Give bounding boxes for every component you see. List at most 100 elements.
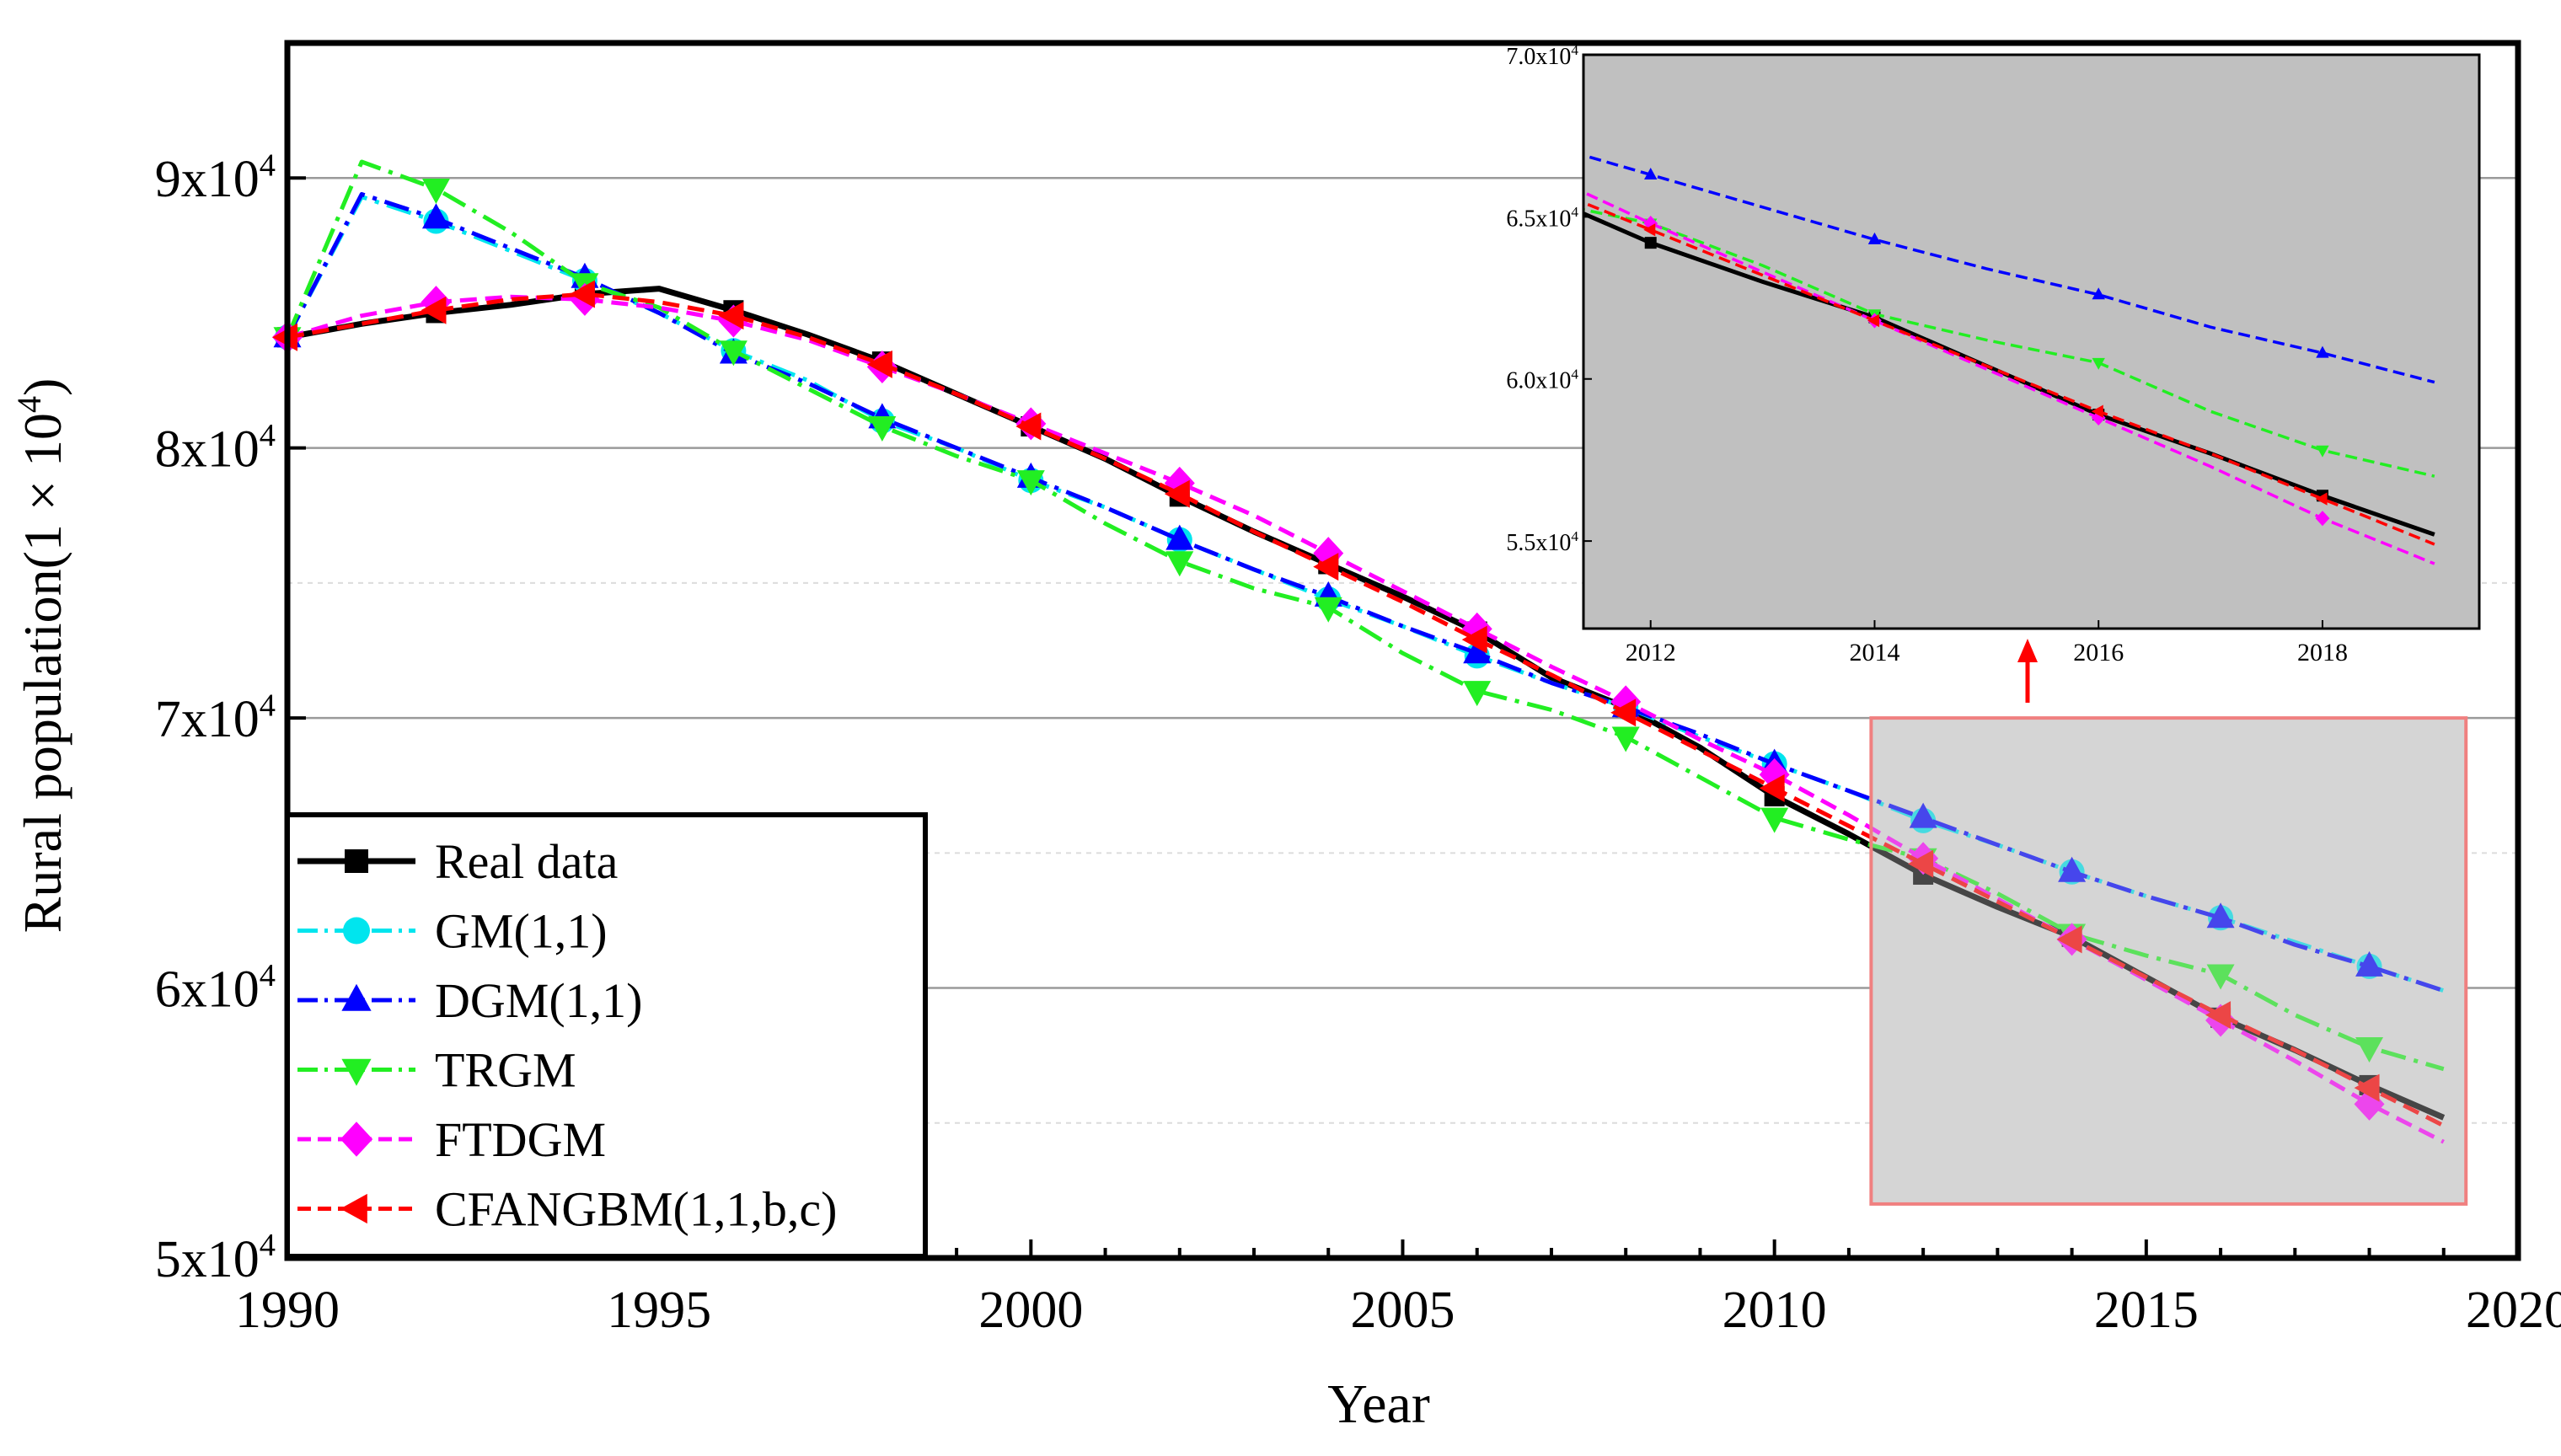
legend-swatch-marker (340, 1121, 373, 1157)
legend-label: TRGM (435, 1043, 576, 1098)
x-tick-label: 2020 (2466, 1282, 2561, 1339)
data-point (2205, 1001, 2231, 1030)
data-point (2354, 1073, 2380, 1102)
data-point (1463, 638, 1492, 664)
x-tick-label: 2015 (2094, 1282, 2199, 1339)
data-point (1461, 625, 1487, 654)
inset-series-dgm-1-1- (1583, 153, 2435, 384)
legend-label: FTDGM (435, 1112, 606, 1167)
x-tick-label: 1995 (607, 1282, 711, 1339)
x-axis-label: Year (1327, 1373, 1430, 1435)
inset-y-tick-label: 6.0x104 (1506, 367, 1578, 394)
inset-data-point (2091, 404, 2103, 418)
data-point (1611, 726, 1640, 752)
legend: Real data GM(1,1) DGM(1,1) TRGM FTDGM CFANGBM… (285, 812, 928, 1259)
data-point (2355, 1037, 2384, 1063)
data-point (1016, 470, 1045, 496)
inset-series-line (1583, 190, 2435, 565)
legend-label: CFANGBM(1,1,b,c) (435, 1182, 837, 1237)
y-tick-label: 6x104 (155, 958, 276, 1019)
data-point (2206, 902, 2235, 929)
inset-y-tick-label: 6.5x104 (1506, 204, 1578, 232)
data-point (719, 340, 747, 367)
data-point (1759, 774, 1785, 802)
x-tick-label: 2000 (978, 1282, 1083, 1339)
x-tick-label: 2010 (1723, 1282, 1827, 1339)
legend-entry: CFANGBM(1,1,b,c) (297, 1182, 837, 1237)
y-tick-label: 8x104 (155, 418, 276, 479)
x-tick-label: 1990 (235, 1282, 340, 1339)
legend-entry: GM(1,1) (297, 904, 608, 959)
inset-background (1583, 55, 2479, 629)
data-point (2058, 856, 2087, 882)
inset-data-point (2092, 357, 2105, 370)
series-line (287, 286, 2446, 1121)
inset-series-line (1583, 153, 2435, 384)
data-point (2056, 925, 2082, 954)
legend-swatch-marker (345, 849, 368, 873)
data-point (1164, 479, 1190, 508)
inset-data-point (1867, 232, 1882, 244)
legend-box (285, 812, 928, 1259)
data-point (868, 416, 897, 442)
data-point (569, 280, 595, 308)
inset-series-cfangbm-1-1-b-c- (1583, 201, 2435, 546)
inset-data-point (1644, 167, 1658, 179)
legend-label: Real data (435, 834, 618, 889)
inset-y-tick-label: 5.5x104 (1506, 528, 1578, 556)
series-cfangbm-1-1-b-c- (272, 280, 2445, 1128)
main-axes: 1990 1995 2000 2005 2010 2015 2020 5x104 6x104 7x… (155, 40, 2561, 1339)
zoom-region-frame (1869, 716, 2468, 1206)
x-tick-label: 2005 (1351, 1282, 1455, 1339)
inset-data-point (2315, 492, 2328, 506)
data-point (1909, 802, 1937, 828)
inset-data-point (1643, 223, 1656, 237)
inset-series-layer (1583, 153, 2435, 565)
data-point (421, 203, 450, 229)
data-point (2355, 950, 2384, 977)
main-series-layer (272, 159, 2446, 1144)
inset-x-tick-label: 2018 (2297, 639, 2348, 666)
inset-x-tick-label: 2012 (1626, 639, 1676, 666)
inset-x-tick-label: 2016 (2073, 639, 2124, 666)
inset-data-point (1643, 215, 1658, 232)
legend-label: GM(1,1) (435, 904, 608, 959)
data-point (421, 179, 450, 205)
inset-data-point (1644, 237, 1657, 249)
inset-data-point (2315, 511, 2330, 527)
data-point (718, 302, 744, 330)
data-point (421, 296, 447, 324)
inset-data-point (2091, 410, 2106, 426)
legend-entry: FTDGM (297, 1112, 606, 1167)
series-line (287, 292, 2445, 1128)
y-axis-label: Rural population(1 × 104) (10, 378, 72, 934)
legend-entry: TRGM (297, 1043, 576, 1098)
legend-label: DGM(1,1) (435, 973, 642, 1028)
data-point (1165, 551, 1194, 577)
legend-entry: Real data (297, 834, 618, 889)
inset-series-line (1583, 208, 2435, 478)
inset-frame (1582, 53, 2481, 630)
data-point (1760, 807, 1789, 833)
inset-x-tick-label: 2014 (1849, 639, 1899, 666)
zoom-arrow (2017, 639, 2038, 703)
legend-swatch-marker (341, 983, 372, 1011)
inset-data-point (1867, 313, 1880, 328)
inset-data-point (2316, 445, 2329, 458)
inset-y-tick-label: 7.0x104 (1506, 42, 1578, 70)
data-point (1908, 849, 1934, 878)
inset-series-line (1583, 201, 2435, 546)
legend-swatch-marker (341, 1058, 372, 1086)
zoom-region-overlay (1869, 716, 2468, 1206)
data-point (1015, 412, 1042, 441)
data-point (1314, 597, 1342, 623)
y-tick-label: 9x104 (155, 147, 276, 208)
data-point (2206, 964, 2235, 990)
inset-data-point (2316, 345, 2329, 358)
legend-entry: DGM(1,1) (297, 973, 642, 1028)
data-point (1610, 699, 1637, 727)
y-tick-label: 7x104 (155, 688, 276, 748)
inset-zoom-chart: 2012 2014 2016 2018 5.5x104 6.0x104 6.5x104 7.0… (1506, 42, 2481, 666)
data-point (1313, 553, 1339, 581)
